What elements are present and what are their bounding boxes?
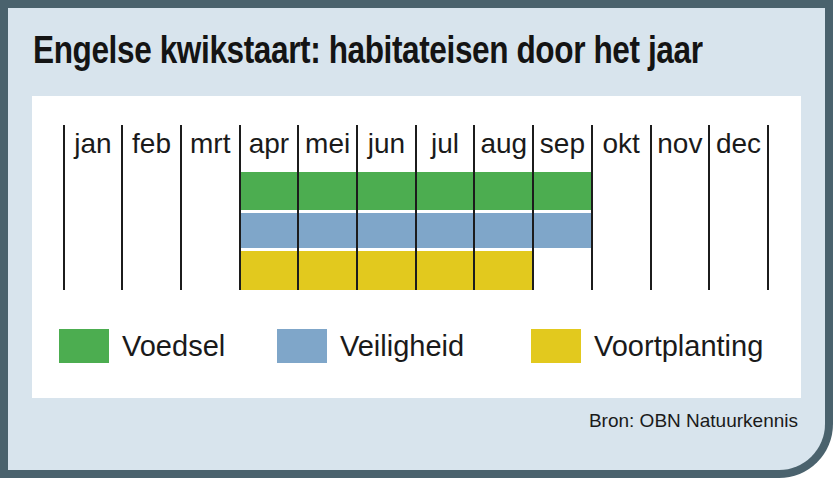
chart-panel: janfebmrtaprmeijunjulaugsepoktnovdec Voed…: [32, 96, 801, 398]
card: Engelse kwikstaart: habitateisen door he…: [8, 8, 825, 470]
month-label: apr: [240, 127, 299, 161]
month-label: dec: [709, 127, 768, 161]
card-frame: Engelse kwikstaart: habitateisen door he…: [0, 0, 833, 478]
legend-swatch-voortplanting: [531, 329, 581, 363]
legend-swatch-veiligheid: [277, 329, 327, 363]
source-credit: Bron: OBN Natuurkennis: [589, 410, 798, 432]
legend-label: Voedsel: [122, 329, 225, 363]
page-title: Engelse kwikstaart: habitateisen door he…: [33, 28, 833, 72]
month-label: sep: [533, 127, 592, 161]
legend-label: Veiligheid: [340, 329, 464, 363]
month-label: mei: [298, 127, 357, 161]
month-label: jan: [64, 127, 123, 161]
month-label: aug: [474, 127, 533, 161]
legend-label: Voortplanting: [594, 329, 763, 363]
month-label: jul: [416, 127, 475, 161]
legend-item: Veiligheid: [277, 329, 464, 363]
bar-voortplanting: [240, 251, 534, 290]
month-label: okt: [592, 127, 651, 161]
legend-item: Voortplanting: [531, 329, 763, 363]
month-label: nov: [651, 127, 710, 161]
legend-item: Voedsel: [59, 329, 225, 363]
month-label: jun: [357, 127, 416, 161]
legend-swatch-voedsel: [59, 329, 109, 363]
month-label: mrt: [181, 127, 240, 161]
month-label: feb: [122, 127, 181, 161]
